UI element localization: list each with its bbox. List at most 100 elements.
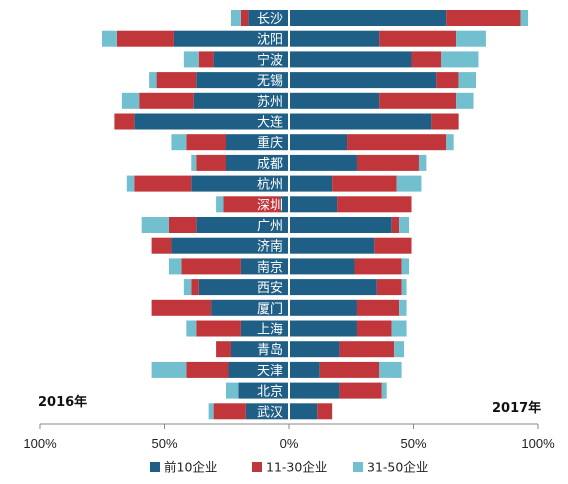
- bar-2016-r31_50-12: [168, 258, 182, 275]
- bar-2016-r31_50-0: [230, 10, 241, 26]
- bar-2017-top10-1: [290, 30, 380, 47]
- bar-2016-r31_50-13: [183, 279, 192, 296]
- bar-2017-r31_50-12: [401, 258, 410, 275]
- bars-layer: [102, 10, 529, 420]
- bar-2016-r11_30-13: [191, 279, 199, 296]
- bar-2017-r31_50-17: [379, 361, 402, 378]
- bar-2016-r31_50-9: [216, 196, 224, 213]
- bar-2016-top10-10: [196, 217, 288, 233]
- bar-2016-top10-4: [193, 92, 288, 109]
- bar-2017-r11_30-0: [446, 10, 521, 26]
- bar-2017-r31_50-7: [418, 154, 427, 171]
- bar-2016-top10-14: [211, 299, 288, 316]
- bar-2016-top10-12: [240, 258, 288, 275]
- bar-2016-r11_30-19: [213, 403, 246, 420]
- bar-2017-top10-9: [290, 196, 338, 213]
- bar-2016-top10-6: [226, 134, 288, 151]
- bar-2017-r11_30-6: [347, 134, 447, 151]
- bar-2016-top10-0: [248, 10, 288, 26]
- bar-2016-r31_50-17: [151, 361, 187, 378]
- bar-2016-top10-9: [280, 196, 288, 213]
- bar-2017-r31_50-10: [399, 217, 410, 233]
- bar-2017-r11_30-10: [391, 217, 400, 233]
- city-label: 沈阳: [257, 33, 283, 48]
- x-tick-label: 100%: [521, 436, 555, 451]
- bar-2016-top10-17: [228, 361, 288, 378]
- bar-2017-r11_30-13: [376, 279, 402, 296]
- bar-2016-r31_50-19: [208, 403, 214, 420]
- bar-2017-top10-12: [290, 258, 355, 275]
- bar-2016-r11_30-2: [198, 51, 214, 68]
- city-label: 厦门: [257, 302, 283, 317]
- bar-2016-top10-15: [240, 320, 288, 337]
- x-tick-label: 50%: [400, 436, 426, 451]
- bar-2017-r11_30-16: [339, 341, 395, 358]
- bar-2017-r31_50-0: [520, 10, 529, 26]
- legend-label-r11_30: 11-30企业: [266, 460, 327, 475]
- city-label: 武汉: [257, 405, 283, 420]
- legend-swatch-r11_30: [252, 462, 262, 472]
- bar-2017-top10-8: [290, 175, 333, 192]
- bar-2017-top10-4: [290, 92, 380, 109]
- bar-2016-top10-11: [171, 237, 288, 254]
- bar-2016-r31_50-1: [102, 30, 117, 47]
- city-label: 苏州: [257, 94, 283, 110]
- bar-2016-r31_50-4: [121, 92, 140, 109]
- city-label: 长沙: [257, 12, 283, 27]
- bar-2017-top10-14: [290, 299, 357, 316]
- bar-2016-r11_30-3: [156, 72, 197, 89]
- bar-2017-r31_50-6: [446, 134, 454, 151]
- x-tick-label: 0%: [280, 436, 299, 451]
- bar-2016-top10-3: [196, 72, 288, 89]
- bar-2016-top10-13: [198, 279, 288, 296]
- legend-label-top10: 前10企业: [164, 460, 217, 475]
- bar-2017-r11_30-9: [337, 196, 412, 213]
- bar-2017-r11_30-18: [339, 382, 382, 399]
- bar-2016-r31_50-18: [226, 382, 239, 399]
- bar-2017-r31_50-8: [396, 175, 422, 192]
- bar-2016-r11_30-1: [116, 30, 174, 47]
- bar-2017-r31_50-16: [394, 341, 405, 358]
- bar-2017-top10-3: [290, 72, 437, 89]
- legend: 前10企业 11-30企业 31-50企业: [150, 460, 428, 475]
- bar-2017-top10-16: [290, 341, 340, 358]
- bar-2016-r11_30-5: [114, 113, 135, 130]
- city-label: 南京: [257, 259, 283, 275]
- bar-2017-r11_30-5: [431, 113, 459, 130]
- city-label: 济南: [257, 239, 283, 255]
- bar-2016-top10-8: [191, 175, 288, 192]
- bar-2017-top10-2: [290, 51, 412, 68]
- bar-2017-r31_50-1: [456, 30, 486, 47]
- bar-2017-top10-18: [290, 382, 340, 399]
- bar-2016-r11_30-8: [134, 175, 192, 192]
- bar-2017-top10-10: [290, 217, 392, 233]
- bar-2017-top10-0: [290, 10, 447, 26]
- bar-2017-r31_50-3: [458, 72, 476, 89]
- bar-2017-top10-5: [290, 113, 432, 130]
- x-tick-label: 50%: [151, 436, 177, 451]
- city-label: 天津: [257, 364, 283, 379]
- bar-2016-r11_30-11: [151, 237, 172, 254]
- bar-2016-r11_30-10: [168, 217, 197, 233]
- bar-2016-r31_50-7: [191, 154, 197, 171]
- bar-2016-r11_30-0: [240, 10, 249, 26]
- city-label: 上海: [257, 323, 283, 338]
- city-label: 深圳: [257, 198, 283, 213]
- bar-2016-r31_50-2: [183, 51, 199, 68]
- bar-2016-r11_30-14: [151, 299, 212, 316]
- right-year-label: 2017年: [492, 400, 541, 416]
- bar-2017-r11_30-3: [436, 72, 459, 89]
- bar-2017-top10-13: [290, 279, 377, 296]
- bar-2017-top10-15: [290, 320, 357, 337]
- legend-label-r31_50: 31-50企业: [367, 460, 428, 475]
- city-label: 青岛: [257, 342, 283, 358]
- bar-2016-top10-18: [238, 382, 288, 399]
- bar-2016-top10-7: [226, 154, 288, 171]
- bar-2016-r31_50-3: [149, 72, 157, 89]
- bar-2017-top10-17: [290, 361, 320, 378]
- legend-swatch-top10: [150, 462, 160, 472]
- bar-2016-r11_30-15: [196, 320, 241, 337]
- city-label: 广州: [257, 219, 283, 234]
- bar-2017-r11_30-15: [356, 320, 392, 337]
